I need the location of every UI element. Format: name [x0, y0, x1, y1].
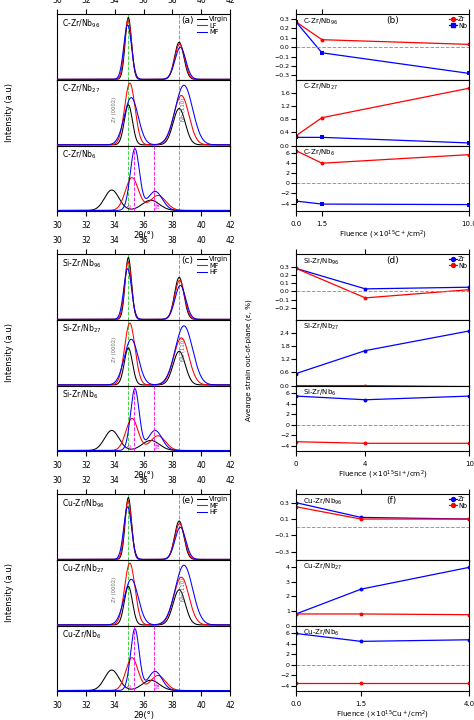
Legend: Zr, Nb: Zr, Nb	[448, 16, 468, 30]
Text: C-Zr/Nb$_{96}$: C-Zr/Nb$_{96}$	[303, 17, 338, 27]
X-axis label: 2θ(°): 2θ(°)	[133, 231, 154, 240]
X-axis label: Fluence (×10$^{15}$C$^+$/cm$^2$): Fluence (×10$^{15}$C$^+$/cm$^2$)	[338, 228, 427, 240]
Text: Zr: Zr	[128, 202, 133, 208]
Text: Nb: Nb	[155, 201, 160, 208]
Legend: Virgin, MF, HF: Virgin, MF, HF	[196, 496, 229, 516]
Text: C-Zr/Nb$_{6}$: C-Zr/Nb$_{6}$	[303, 148, 335, 158]
Text: C-Zr/Nb$_{6}$: C-Zr/Nb$_{6}$	[62, 148, 97, 161]
Legend: Zr, Nb: Zr, Nb	[448, 256, 468, 269]
X-axis label: Fluence (×10$^{15}$Cu$^+$/cm$^2$): Fluence (×10$^{15}$Cu$^+$/cm$^2$)	[336, 708, 429, 720]
Text: Cu-Zr/Nb$_{27}$: Cu-Zr/Nb$_{27}$	[303, 562, 342, 572]
Text: (e): (e)	[182, 496, 194, 505]
Text: (d): (d)	[386, 256, 399, 266]
Text: Nb: Nb	[155, 681, 160, 688]
Text: Intensity (a.u): Intensity (a.u)	[5, 84, 14, 143]
Text: (f): (f)	[386, 496, 396, 505]
Text: Cu-Zr/Nb$_{96}$: Cu-Zr/Nb$_{96}$	[303, 496, 343, 507]
Text: Si-Zr/Nb$_{6}$: Si-Zr/Nb$_{6}$	[303, 387, 337, 397]
Text: Zr: Zr	[128, 442, 133, 448]
X-axis label: 2θ(°): 2θ(°)	[133, 711, 154, 720]
Text: Si-Zr/Nb$_{6}$: Si-Zr/Nb$_{6}$	[62, 388, 99, 401]
Text: (c): (c)	[182, 256, 194, 266]
Text: Intensity (a.u): Intensity (a.u)	[5, 563, 14, 622]
Text: Nb (110): Nb (110)	[181, 98, 186, 121]
Text: C-Zr/Nb$_{27}$: C-Zr/Nb$_{27}$	[62, 83, 100, 95]
Text: Zr (0002): Zr (0002)	[111, 97, 117, 122]
Text: Avearge strain out-of-plane (ε, %): Avearge strain out-of-plane (ε, %)	[246, 299, 252, 421]
Legend: Virgin, LF, MF: Virgin, LF, MF	[196, 16, 229, 36]
Text: Intensity (a.u): Intensity (a.u)	[5, 323, 14, 382]
Text: Cu-Zr/Nb$_{6}$: Cu-Zr/Nb$_{6}$	[62, 629, 101, 641]
X-axis label: 2θ(°): 2θ(°)	[133, 472, 154, 480]
Text: Zr: Zr	[128, 683, 133, 688]
Text: (a): (a)	[182, 17, 194, 25]
Text: (b): (b)	[386, 17, 399, 25]
Text: Cu-Zr/Nb$_{6}$: Cu-Zr/Nb$_{6}$	[303, 628, 339, 638]
Text: Nb (110): Nb (110)	[181, 338, 186, 361]
Text: C-Zr/Nb$_{27}$: C-Zr/Nb$_{27}$	[303, 82, 338, 92]
Text: Nb: Nb	[155, 441, 160, 448]
Text: C-Zr/Nb$_{96}$: C-Zr/Nb$_{96}$	[62, 17, 100, 30]
Text: Si-Zr/Nb$_{96}$: Si-Zr/Nb$_{96}$	[303, 256, 339, 266]
Text: Zr (0002): Zr (0002)	[111, 577, 117, 602]
Text: Nb (110): Nb (110)	[181, 578, 186, 601]
Text: Zr (0002): Zr (0002)	[111, 337, 117, 362]
Legend: Virgin, MF, HF: Virgin, MF, HF	[196, 256, 229, 276]
Text: Si-Zr/Nb$_{27}$: Si-Zr/Nb$_{27}$	[62, 323, 102, 335]
Text: Cu-Zr/Nb$_{96}$: Cu-Zr/Nb$_{96}$	[62, 497, 105, 510]
X-axis label: Fluence (×10$^{15}$Si$^+$/cm$^2$): Fluence (×10$^{15}$Si$^+$/cm$^2$)	[338, 468, 428, 480]
Legend: Zr, Nb: Zr, Nb	[448, 496, 468, 510]
Text: Si-Zr/Nb$_{27}$: Si-Zr/Nb$_{27}$	[303, 322, 339, 332]
Text: Si-Zr/Nb$_{96}$: Si-Zr/Nb$_{96}$	[62, 257, 102, 269]
Text: Cu-Zr/Nb$_{27}$: Cu-Zr/Nb$_{27}$	[62, 562, 105, 575]
